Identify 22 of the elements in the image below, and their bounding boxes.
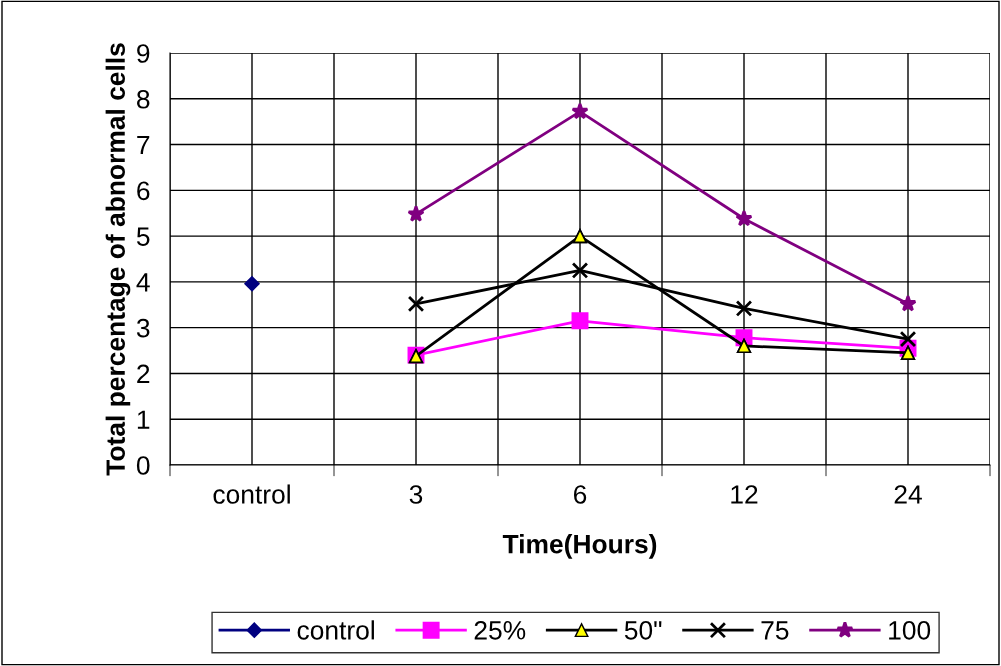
legend-label: 100 — [889, 620, 931, 640]
y-tick-label: 3 — [136, 318, 150, 338]
legend-label: 25% — [474, 620, 526, 640]
y-tick-label: 4 — [136, 273, 150, 292]
x-tick-label: 6 — [574, 485, 587, 504]
x-tick-label: 24 — [894, 485, 922, 504]
legend-label: 50" — [624, 620, 662, 640]
x-tick-label: 3 — [409, 485, 423, 504]
y-tick-label: 9 — [137, 44, 150, 63]
y-tick-label: 2 — [137, 364, 150, 384]
y-tick-label: 5 — [136, 227, 150, 246]
y-axis-title: Total percentage of abnormal cells — [105, 43, 131, 476]
x-axis-title: Time(Hours) — [502, 534, 657, 559]
y-tick-label: 1 — [137, 410, 150, 429]
y-tick-label: 6 — [137, 181, 150, 201]
x-tick-label: control — [213, 484, 290, 504]
y-tick-label: 8 — [137, 89, 150, 109]
x-tick-label: 12 — [731, 485, 758, 504]
y-tick-label: 0 — [136, 456, 150, 475]
legend-label: control — [297, 620, 374, 640]
legend-label: 75 — [761, 621, 789, 640]
y-tick-label: 7 — [137, 135, 150, 155]
